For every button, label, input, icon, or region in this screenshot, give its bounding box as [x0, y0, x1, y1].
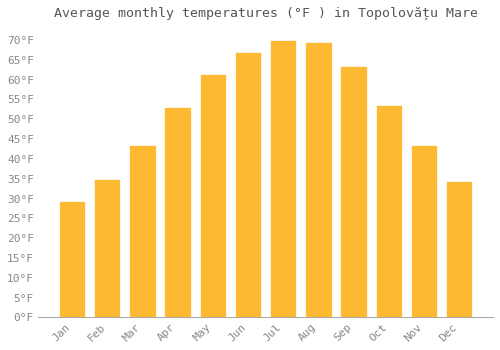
Bar [59, 201, 85, 317]
Title: Average monthly temperatures (°F ) in Topolovățu Mare: Average monthly temperatures (°F ) in To… [54, 7, 478, 20]
Bar [235, 52, 261, 317]
Bar [446, 181, 472, 317]
Bar [376, 105, 402, 317]
Bar [129, 145, 156, 317]
Bar [200, 74, 226, 317]
Bar [164, 107, 191, 317]
Bar [270, 40, 296, 317]
Bar [305, 42, 332, 317]
Bar [411, 145, 437, 317]
Bar [94, 179, 120, 317]
Bar [340, 66, 367, 317]
